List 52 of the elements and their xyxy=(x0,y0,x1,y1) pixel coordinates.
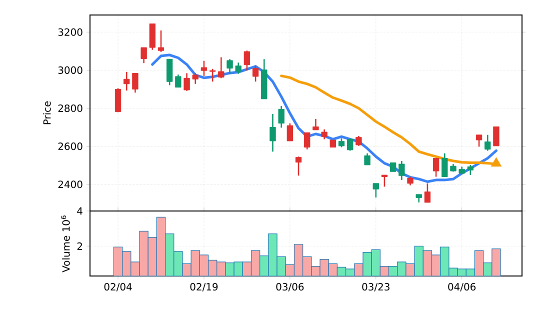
candlestick xyxy=(252,64,259,82)
x-tick-label: 02/19 xyxy=(190,283,218,292)
candlestick xyxy=(356,135,362,147)
candlestick xyxy=(218,56,224,79)
x-tick-label: 04/06 xyxy=(448,283,476,292)
candlestick xyxy=(381,174,388,188)
candlestick xyxy=(493,126,500,147)
candlestick xyxy=(364,152,370,166)
y-tick-label: 3200 xyxy=(58,28,82,36)
candlestick xyxy=(132,72,138,94)
candlestick xyxy=(124,71,130,92)
y-tick-label: 2 xyxy=(77,242,82,250)
y-tick-label: 2800 xyxy=(58,104,82,112)
y-axis-title: Price xyxy=(43,101,51,124)
candlestick xyxy=(347,138,354,152)
x-tick-label: 03/06 xyxy=(276,283,304,292)
candlestick xyxy=(184,72,190,92)
candlestick xyxy=(432,158,440,178)
candlestick xyxy=(321,128,328,140)
candlestick xyxy=(270,113,276,152)
candlestick xyxy=(158,30,164,53)
y-tick-label: 2600 xyxy=(58,142,82,150)
candlestick xyxy=(295,156,302,176)
candlestick xyxy=(209,68,216,82)
candlestick xyxy=(476,134,482,148)
candlestick xyxy=(442,152,448,178)
line-series xyxy=(151,54,498,183)
candlestick xyxy=(140,46,147,64)
x-tick-label: 02/04 xyxy=(104,283,132,292)
candlestick xyxy=(484,134,491,152)
y-tick-label: 4 xyxy=(77,207,82,215)
candlestick xyxy=(286,122,294,142)
candlestick xyxy=(424,182,431,204)
candlestick xyxy=(398,160,405,181)
candlestick xyxy=(226,58,233,74)
candlestick xyxy=(312,118,319,131)
y-tick-label: 3000 xyxy=(58,66,82,74)
candlestick xyxy=(166,58,173,86)
candlestick xyxy=(149,23,156,50)
candlestick xyxy=(244,50,250,72)
candlestick xyxy=(467,164,474,176)
candlestick xyxy=(200,60,208,77)
candlestick xyxy=(304,132,310,150)
candlestick xyxy=(192,72,198,85)
y-tick-label: 2400 xyxy=(58,180,82,188)
x-tick-label: 03/23 xyxy=(362,283,390,292)
candlestick xyxy=(372,182,379,198)
y-axis-title: Volume 10$^{6}$ xyxy=(60,216,70,272)
candlestick xyxy=(235,62,242,74)
candlestick xyxy=(114,88,122,113)
candlestick xyxy=(175,74,182,88)
candlestick xyxy=(278,105,284,128)
